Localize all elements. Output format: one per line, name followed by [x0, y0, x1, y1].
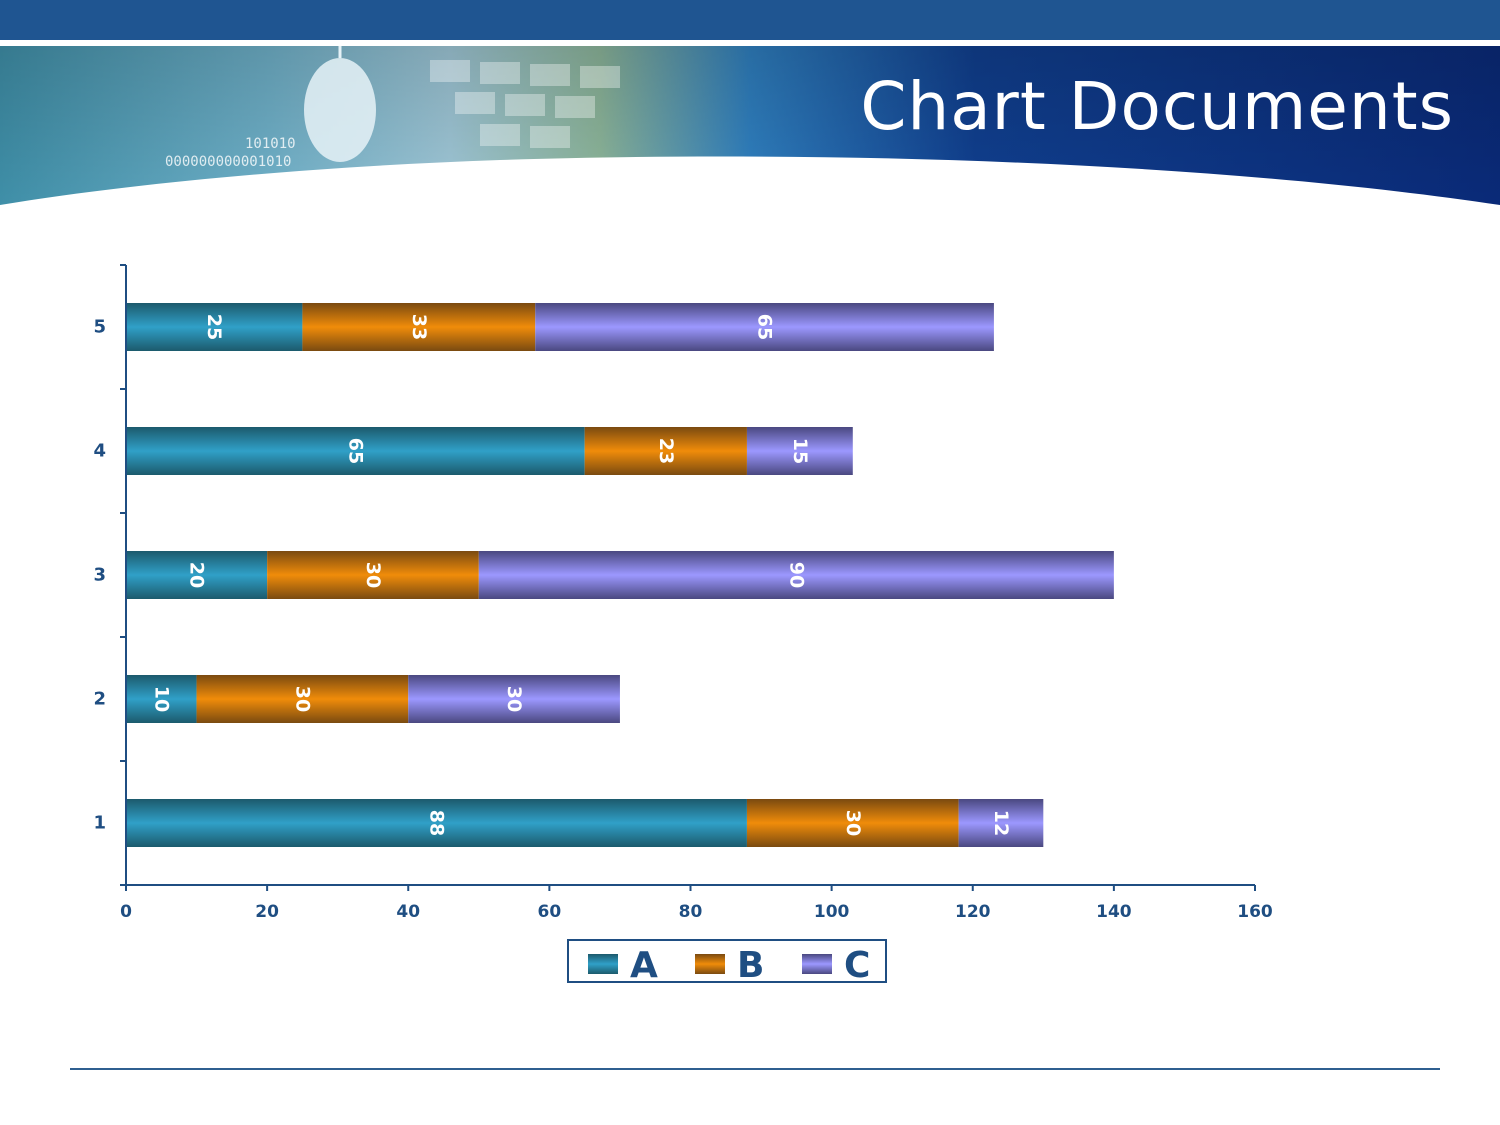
legend: A B C [567, 939, 887, 986]
data-label-c-3: 90 [785, 562, 807, 588]
data-label-a-1: 88 [425, 810, 447, 836]
bar-b-4 [584, 427, 747, 475]
legend-label-c: C [844, 945, 870, 986]
bar-b-1 [746, 799, 959, 847]
legend-swatch-b [695, 954, 725, 974]
top-band [0, 0, 1500, 40]
legend-box [567, 939, 887, 983]
binary-text-2: 000000000001010 [165, 154, 291, 170]
data-label-c-5: 65 [754, 314, 776, 340]
binary-text-1: 101010 [245, 136, 296, 152]
data-label-a-5: 25 [203, 314, 225, 340]
x-tick-label-40: 40 [396, 902, 420, 922]
x-tick-label-80: 80 [679, 902, 703, 922]
category-label-2: 2 [93, 689, 106, 710]
footer-divider [70, 1068, 1440, 1070]
x-tick-label-160: 160 [1237, 902, 1273, 922]
x-tick-label-120: 120 [955, 902, 991, 922]
bar-a-3 [126, 551, 268, 599]
category-label-4: 4 [93, 441, 106, 462]
bar-c-1 [958, 799, 1044, 847]
bar-a-4 [126, 427, 585, 475]
data-label-b-3: 30 [362, 562, 384, 588]
bar-a-2 [126, 675, 197, 723]
legend-label-b: B [737, 945, 764, 986]
data-label-a-2: 10 [150, 686, 172, 712]
legend-swatch-a [588, 954, 618, 974]
bar-c-5 [535, 303, 994, 351]
data-label-c-4: 15 [789, 438, 811, 464]
bar-c-4 [746, 427, 853, 475]
x-tick-label-60: 60 [538, 902, 562, 922]
bar-c-2 [408, 675, 620, 723]
data-label-b-2: 30 [291, 686, 313, 712]
x-tick-label-0: 0 [120, 902, 132, 922]
header-banner: 101010 000000000001010 [0, 0, 1500, 205]
legend-label-a: A [630, 945, 658, 986]
top-divider [0, 40, 1500, 46]
category-label-3: 3 [93, 565, 106, 586]
bar-a-5 [126, 303, 303, 351]
legend-swatch-c [802, 954, 832, 974]
data-label-c-2: 30 [503, 686, 525, 712]
bar-b-5 [302, 303, 536, 351]
x-tick-label-140: 140 [1096, 902, 1132, 922]
mouse-icon [304, 58, 376, 162]
bar-c-3 [478, 551, 1114, 599]
data-label-c-1: 12 [990, 810, 1012, 836]
data-label-a-3: 20 [186, 562, 208, 588]
x-tick-label-100: 100 [814, 902, 850, 922]
x-tick-label-20: 20 [255, 902, 279, 922]
data-label-b-1: 30 [842, 810, 864, 836]
category-label-5: 5 [93, 317, 106, 338]
bar-b-2 [196, 675, 409, 723]
data-label-b-4: 23 [655, 438, 677, 464]
data-label-b-5: 33 [408, 314, 430, 340]
keyboard-decoration [430, 60, 620, 148]
bars-layer: 88 30 12 10 30 30 20 30 90 65 23 15 25 33 65 [126, 303, 1114, 847]
bar-b-3 [267, 551, 479, 599]
category-label-1: 1 [93, 813, 106, 834]
page-title: Chart Documents [860, 68, 1454, 145]
data-label-a-4: 65 [344, 438, 366, 464]
bar-a-1 [126, 799, 747, 847]
